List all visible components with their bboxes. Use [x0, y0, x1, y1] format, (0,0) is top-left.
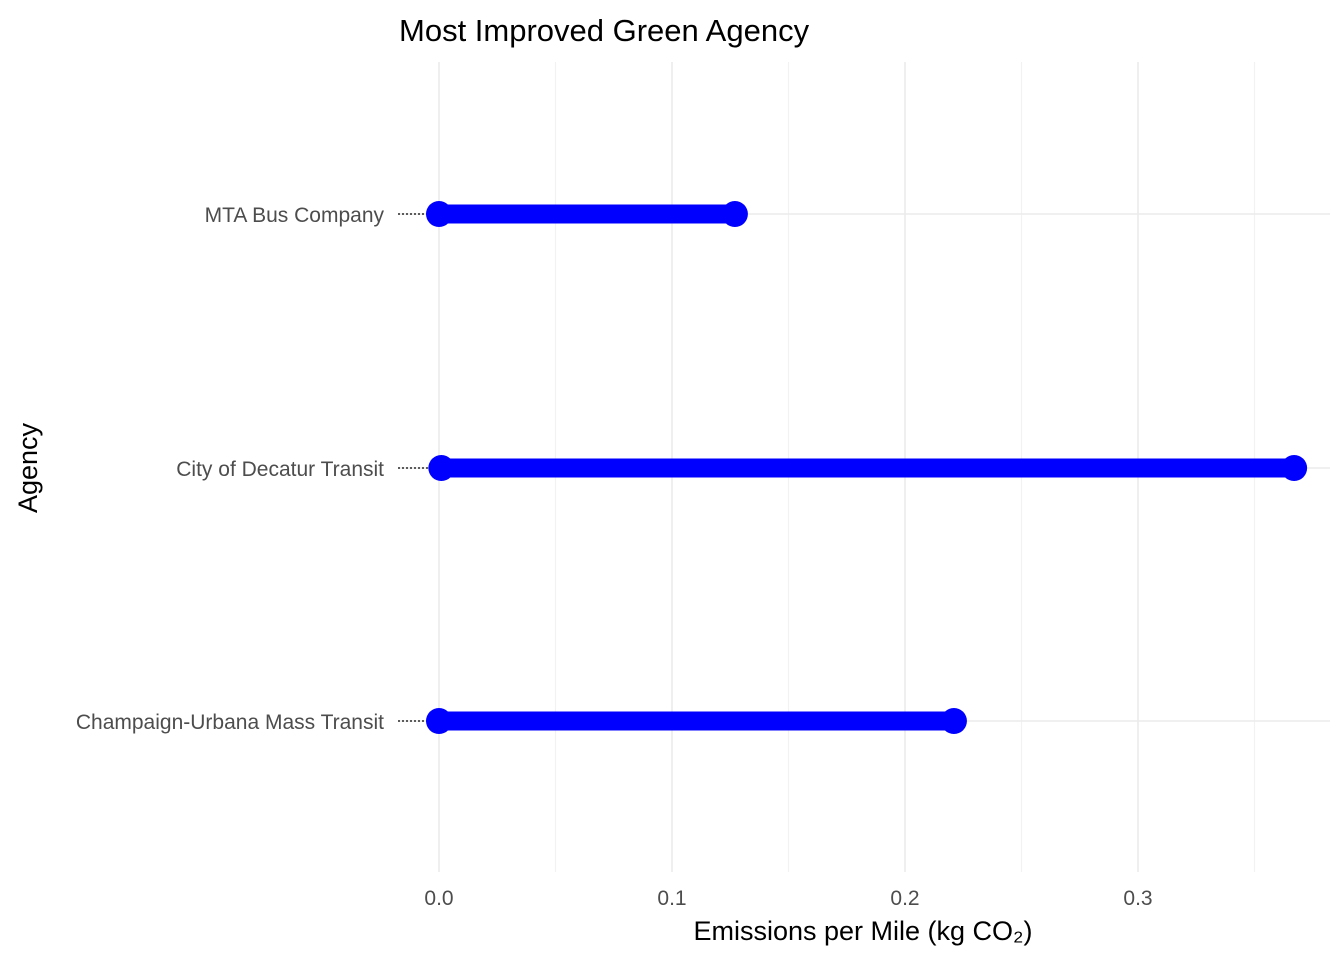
- y-tick-label: Champaign-Urbana Mass Transit: [76, 711, 384, 734]
- data-marks: [426, 201, 1308, 734]
- chart-title: Most Improved Green Agency: [399, 13, 810, 48]
- start-point: [426, 201, 452, 227]
- start-point: [428, 455, 455, 481]
- x-axis-label: Emissions per Mile (kg CO₂): [693, 916, 1032, 946]
- y-tick-label: MTA Bus Company: [205, 204, 385, 227]
- x-tick-labels: 0.0 0.1 0.2 0.3: [424, 887, 1152, 910]
- x-tick-label: 0.2: [890, 887, 919, 910]
- y-tick-labels: MTA Bus Company City of Decatur Transit Ch…: [76, 204, 385, 734]
- end-point: [1281, 455, 1308, 481]
- y-tick-label: City of Decatur Transit: [176, 458, 384, 481]
- end-point: [940, 708, 967, 734]
- x-tick-label: 0.1: [657, 887, 686, 910]
- start-point: [426, 708, 452, 734]
- x-tick-label: 0.0: [424, 887, 453, 910]
- leader-lines: [398, 213, 428, 722]
- x-tick-label: 0.3: [1123, 887, 1152, 910]
- y-axis-label: Agency: [13, 422, 43, 513]
- end-point: [721, 201, 748, 227]
